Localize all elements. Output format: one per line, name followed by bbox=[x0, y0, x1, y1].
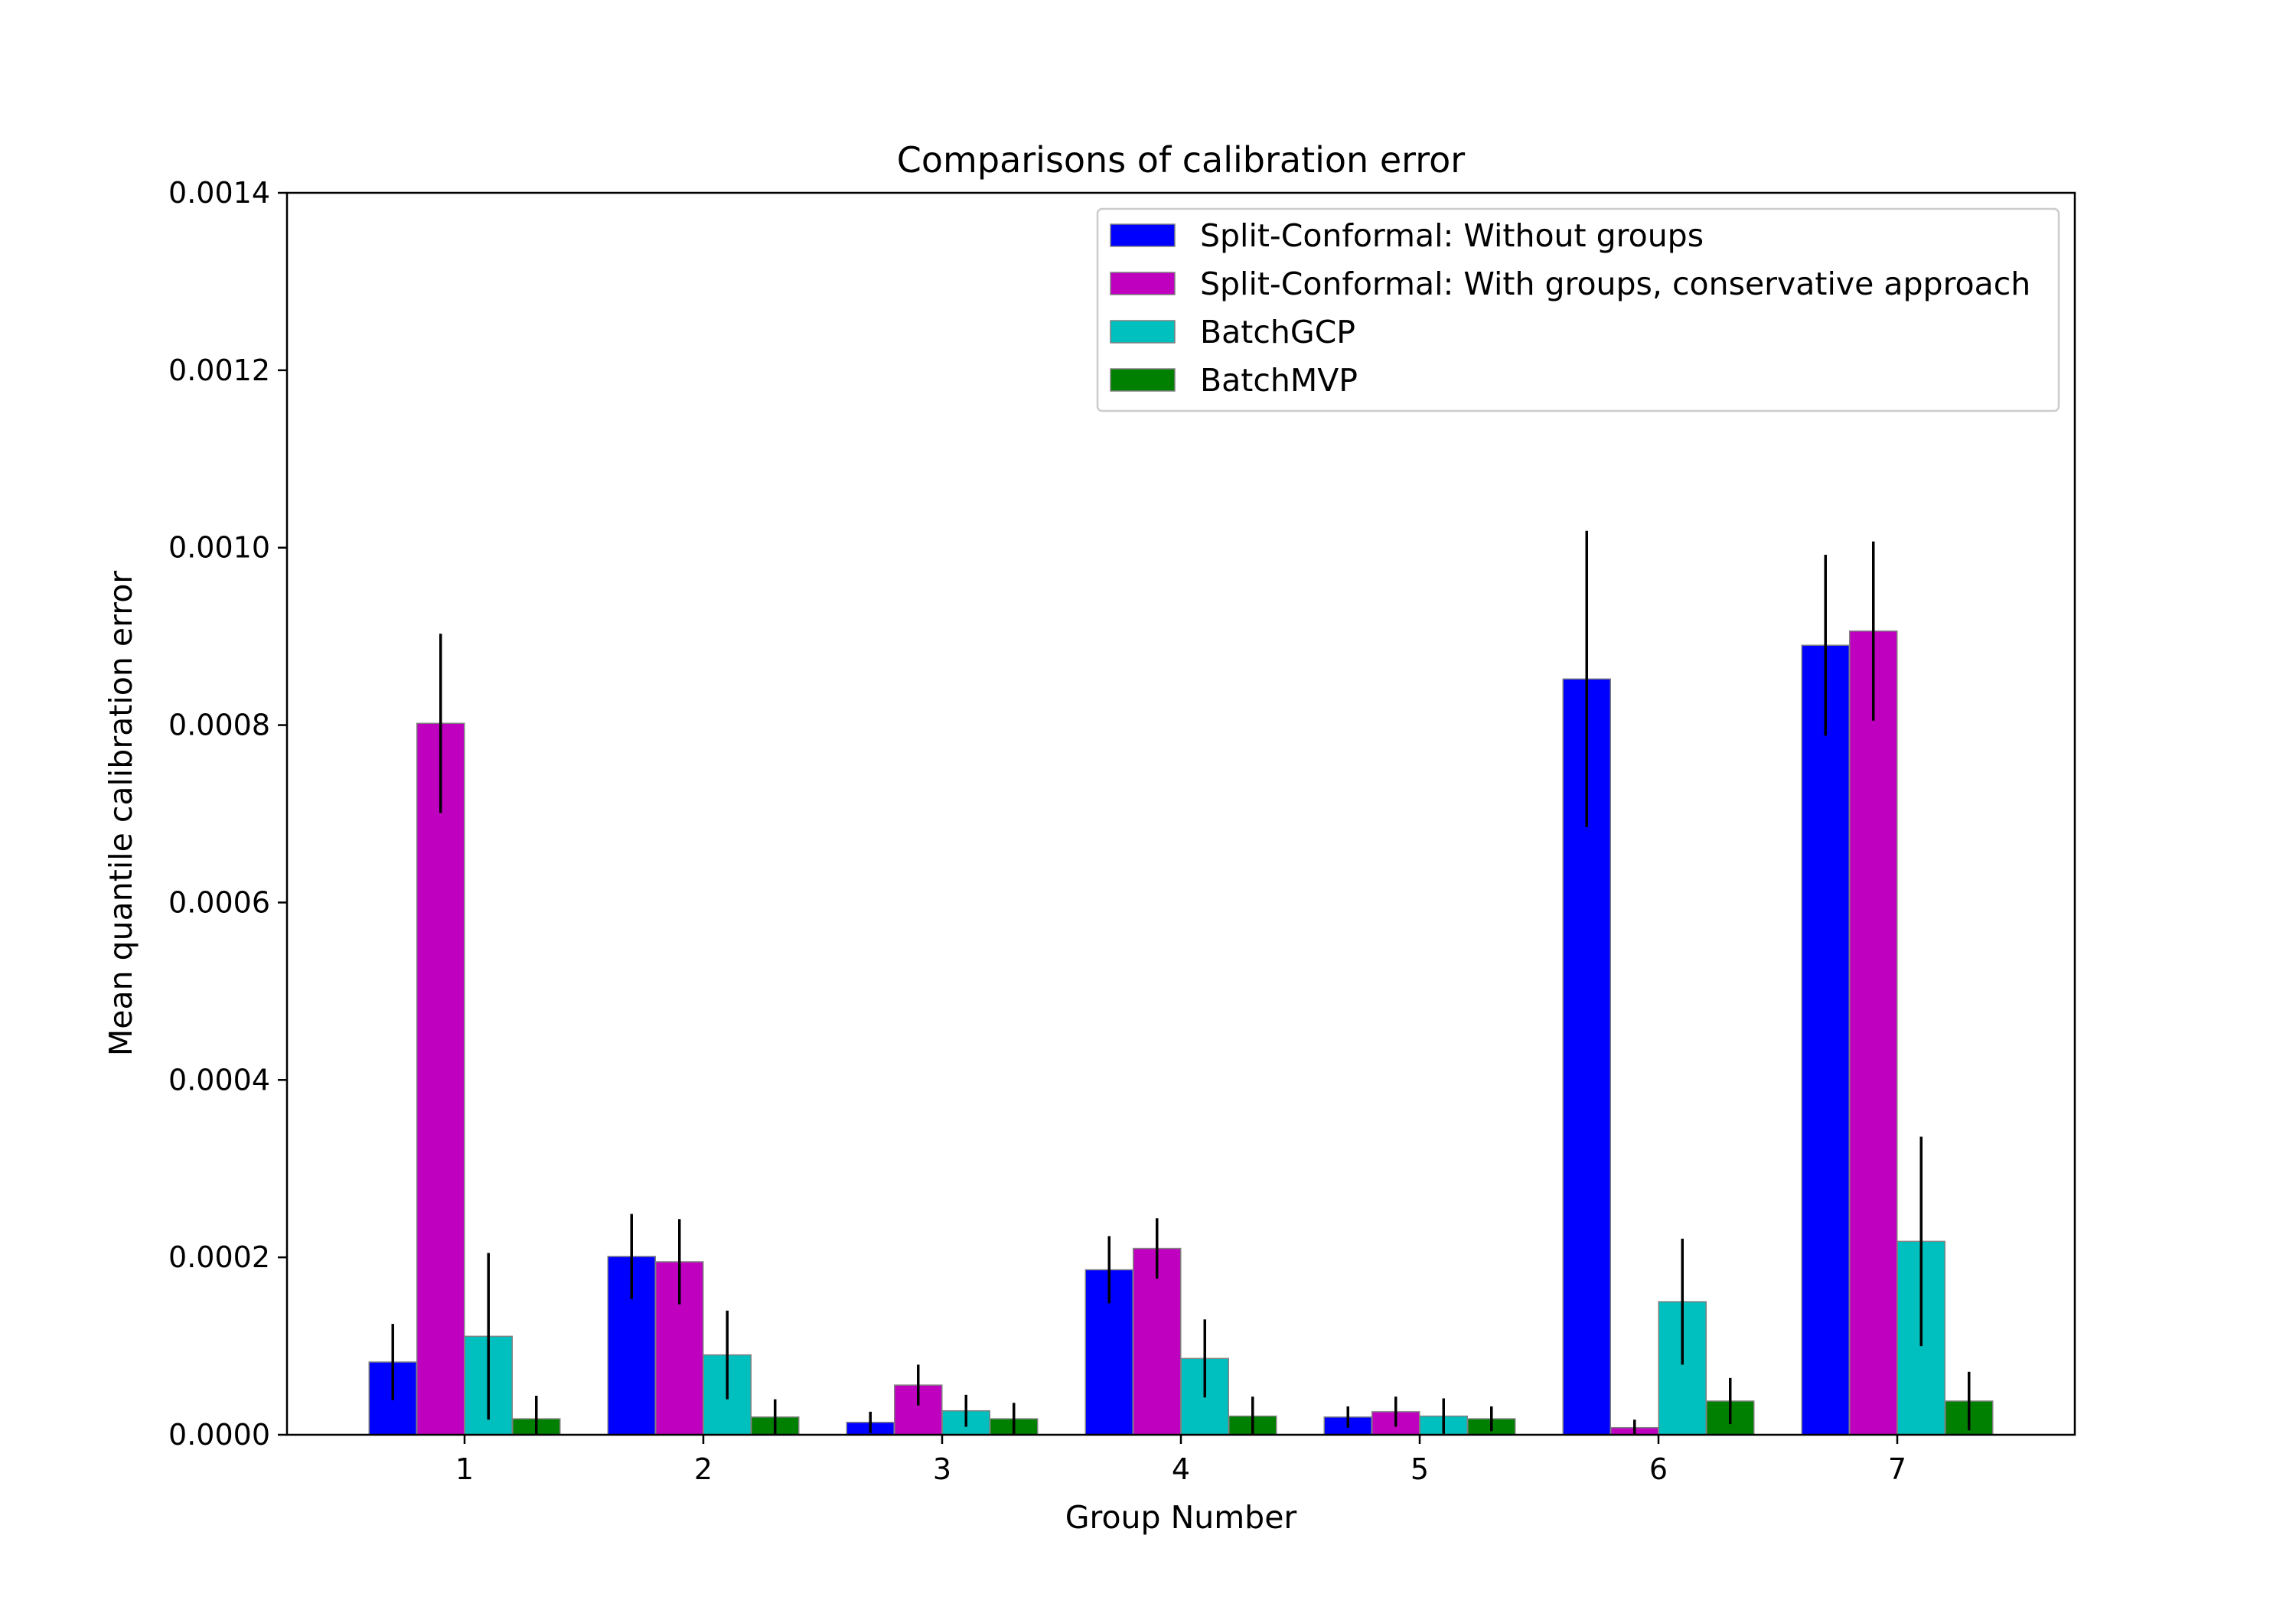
x-tick-label: 1 bbox=[455, 1452, 474, 1486]
chart-title: Comparisons of calibration error bbox=[897, 139, 1465, 181]
x-tick-label: 2 bbox=[694, 1452, 713, 1486]
x-axis-title: Group Number bbox=[1065, 1499, 1297, 1536]
legend-label-2: Split-Conformal: With groups, conservati… bbox=[1200, 266, 2030, 302]
y-tick-label: 0.0002 bbox=[168, 1240, 270, 1274]
y-tick-label: 0.0010 bbox=[168, 531, 270, 565]
errorbars-layer bbox=[391, 530, 1971, 1435]
legend-swatch-3 bbox=[1110, 320, 1176, 344]
legend-label-3: BatchGCP bbox=[1200, 314, 1355, 350]
legend-swatch-2 bbox=[1110, 272, 1176, 295]
bars-layer bbox=[368, 630, 1994, 1436]
legend-box bbox=[1096, 207, 2060, 412]
y-axis-title: Mean quantile calibration error bbox=[103, 571, 139, 1056]
y-tick-label: 0.0014 bbox=[168, 176, 270, 210]
y-tick-label: 0.0012 bbox=[168, 354, 270, 387]
legend: Split-Conformal: Without groups Split-Con… bbox=[1096, 207, 2060, 412]
legend-swatch-4 bbox=[1110, 368, 1176, 392]
legend-items: Split-Conformal: Without groups Split-Con… bbox=[1110, 217, 2030, 399]
y-tick-label: 0.0000 bbox=[168, 1418, 270, 1452]
bar-2-group-1 bbox=[416, 722, 465, 1436]
x-tick-label: 4 bbox=[1172, 1452, 1190, 1486]
bar-2-group-7 bbox=[1849, 630, 1898, 1436]
y-tick-label: 0.0006 bbox=[168, 885, 270, 919]
x-tick-label: 3 bbox=[933, 1452, 951, 1486]
x-axis: 1 2 3 4 5 6 7 bbox=[455, 1435, 1906, 1486]
bar-2-group-4 bbox=[1133, 1247, 1182, 1436]
x-tick-label: 7 bbox=[1888, 1452, 1906, 1486]
y-tick-label: 0.0008 bbox=[168, 709, 270, 742]
legend-label-1: Split-Conformal: Without groups bbox=[1200, 217, 1704, 254]
bar-1-group-7 bbox=[1801, 644, 1850, 1436]
x-tick-label: 6 bbox=[1649, 1452, 1668, 1486]
x-tick-label: 5 bbox=[1411, 1452, 1429, 1486]
legend-label-4: BatchMVP bbox=[1200, 362, 1358, 399]
legend-swatch-1 bbox=[1110, 223, 1176, 247]
y-tick-label: 0.0004 bbox=[168, 1063, 270, 1097]
y-axis: 0.0000 0.0002 0.0004 0.0006 0.0008 0.0010 0.00… bbox=[168, 176, 287, 1452]
